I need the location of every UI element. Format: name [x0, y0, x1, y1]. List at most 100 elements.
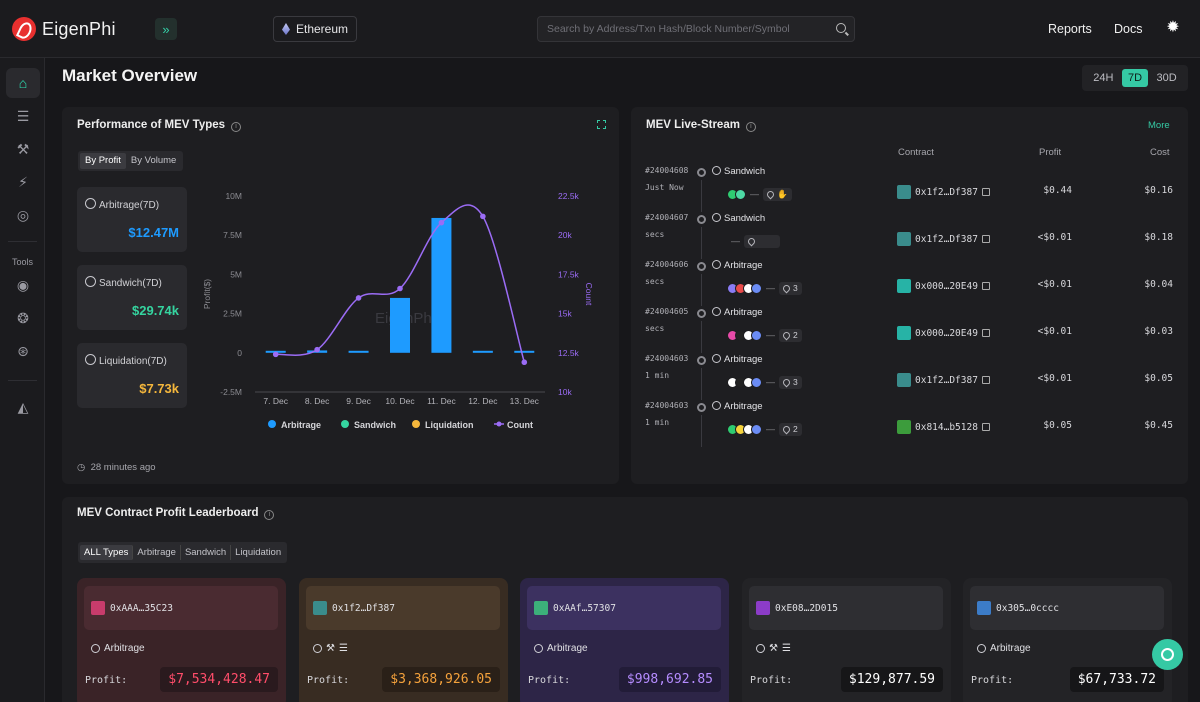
- info-icon[interactable]: i: [745, 122, 756, 132]
- contract-address[interactable]: 0x814…b5128: [897, 420, 990, 434]
- copy-icon[interactable]: [981, 329, 990, 337]
- leaderboard-card[interactable]: 0xAAA…35C23 Arbitrage Profit: $7,534,428.47: [77, 578, 286, 702]
- block-number[interactable]: #24004603: [645, 354, 689, 363]
- list-item[interactable]: #24004603 1 min Arbitrage —2 0x814…b5128 $0.0…: [645, 401, 1175, 447]
- contract-address[interactable]: 0x000…20E49: [897, 326, 990, 340]
- search-input[interactable]: [538, 17, 828, 41]
- profit-value: $0.05: [1043, 420, 1072, 431]
- nav-docs[interactable]: Docs: [1114, 22, 1143, 36]
- contract-text: 0xAAA…35C23: [110, 602, 173, 614]
- contract-address[interactable]: 0xAAf…57307: [527, 586, 721, 630]
- mev-type: Arbitrage: [534, 643, 588, 654]
- contract-text: 0x000…20E49: [915, 280, 978, 292]
- contract-address[interactable]: 0x1f2…Df387: [897, 185, 990, 199]
- tab-arbitrage[interactable]: Arbitrage: [133, 545, 181, 560]
- separator: —: [766, 330, 775, 340]
- profit-label: Profit:: [750, 675, 793, 686]
- nav-reports[interactable]: Reports: [1048, 22, 1092, 36]
- sidebar-item-liquidation[interactable]: ⚒: [6, 134, 40, 164]
- mev-type: ⚒ ☰: [756, 643, 791, 654]
- block-number[interactable]: #24004605: [645, 307, 689, 316]
- mev-type-label: Arbitrage: [724, 401, 763, 412]
- tab-by-volume[interactable]: By Volume: [130, 155, 177, 166]
- block-number[interactable]: #24004606: [645, 260, 689, 269]
- profit-label: Profit:: [85, 675, 128, 686]
- contract-address[interactable]: 0xAAA…35C23: [84, 586, 278, 630]
- list-item[interactable]: #24004605 secs Arbitrage —2 0x000…20E49 <$0.0…: [645, 307, 1175, 353]
- info-icon[interactable]: i: [264, 510, 275, 520]
- chat-button[interactable]: [1152, 639, 1183, 670]
- contract-address[interactable]: 0xE08…2D015: [749, 586, 943, 630]
- sidebar-item-home[interactable]: ⌂: [6, 68, 40, 98]
- info-icon[interactable]: i: [231, 122, 242, 132]
- leaderboard-card[interactable]: 0x305…0cccc Arbitrage Profit: $67,733.72: [963, 578, 1172, 702]
- contract-address[interactable]: 0x1f2…Df387: [306, 586, 500, 630]
- legend-marker: [341, 420, 349, 428]
- range-30d[interactable]: 30D: [1156, 72, 1177, 84]
- mev-type: Sandwich: [712, 213, 765, 224]
- contract-address[interactable]: 0x000…20E49: [897, 279, 990, 293]
- expand-sidebar-button[interactable]: »: [155, 18, 177, 40]
- sidebar-item-tool-1[interactable]: ◉: [6, 270, 40, 300]
- chain-selector[interactable]: Ethereum: [273, 16, 357, 42]
- leaderboard-card[interactable]: 0xAAf…57307 Arbitrage Profit: $998,692.85: [520, 578, 729, 702]
- list-item[interactable]: #24004606 secs Arbitrage —3 0x000…20E49 <$0.0…: [645, 260, 1175, 306]
- list-item[interactable]: #24004603 1 min Arbitrage —3 0x1f2…Df387 <$0.…: [645, 354, 1175, 400]
- tab-all-types[interactable]: ALL Types: [80, 545, 134, 560]
- leaderboard-card[interactable]: 0x1f2…Df387 ⚒ ☰ Profit: $3,368,926.05: [299, 578, 508, 702]
- copy-icon[interactable]: [981, 376, 990, 384]
- block-number[interactable]: #24004603: [645, 401, 689, 410]
- legend-label: Arbitrage: [281, 420, 321, 430]
- copy-icon[interactable]: [981, 282, 990, 290]
- sidebar: ⌂ ☰ ⚒ ⚡ ◎ Tools ◉ ❂ ⊛ ◭: [0, 58, 45, 702]
- location-icon: [781, 377, 792, 387]
- search-icon[interactable]: [836, 23, 846, 33]
- range-7d[interactable]: 7D: [1121, 69, 1149, 87]
- contract-address[interactable]: 0x1f2…Df387: [897, 232, 990, 246]
- block-number[interactable]: #24004607: [645, 213, 689, 222]
- contract-address[interactable]: 0x305…0cccc: [970, 586, 1164, 630]
- leaderboard-card[interactable]: 0xE08…2D015 ⚒ ☰ Profit: $129,877.59: [742, 578, 951, 702]
- mev-type: Sandwich: [712, 166, 765, 177]
- arbitrage-icon: [91, 644, 100, 653]
- sidebar-item-sandwich[interactable]: ☰: [6, 101, 40, 131]
- mev-type-label: Arbitrage: [724, 260, 763, 271]
- tab-by-profit[interactable]: By Profit: [80, 153, 126, 169]
- token-icon: [735, 188, 746, 200]
- y-tick-label: 2.5M: [223, 309, 242, 319]
- more-link[interactable]: More: [1148, 120, 1170, 131]
- x-tick-label: 12. Dec: [468, 396, 498, 406]
- contract-address[interactable]: 0x1f2…Df387: [897, 373, 990, 387]
- theme-toggle-icon[interactable]: ✹: [1166, 19, 1180, 36]
- block-number[interactable]: #24004608: [645, 166, 689, 175]
- sidebar-item-tool-2[interactable]: ❂: [6, 303, 40, 333]
- tab-liquidation[interactable]: Liquidation: [235, 547, 282, 558]
- list-item[interactable]: #24004608 Just Now Sandwich — ✋ 0x1f2…Df387 $0…: [645, 166, 1175, 212]
- cost-value: $0.16: [1144, 185, 1173, 196]
- fullscreen-icon[interactable]: [597, 120, 606, 129]
- separator: —: [766, 424, 775, 434]
- bar-arbitrage: [348, 350, 369, 353]
- pool-count: 3: [793, 377, 798, 387]
- timeline-line: [701, 321, 702, 353]
- copy-icon[interactable]: [981, 188, 990, 196]
- sidebar-item-flashloan[interactable]: ⚡: [6, 167, 40, 197]
- list-item[interactable]: #24004607 secs Sandwich — 0x1f2…Df387 <$0.01 $…: [645, 213, 1175, 259]
- logo[interactable]: EigenPhi: [12, 17, 116, 41]
- hammer-icon: ⚒: [16, 140, 30, 157]
- copy-icon[interactable]: [981, 423, 990, 431]
- tab-sandwich[interactable]: Sandwich: [181, 545, 232, 560]
- y-tick-label: 5M: [230, 269, 242, 279]
- copy-icon[interactable]: [981, 235, 990, 243]
- sidebar-item-tool-3[interactable]: ⊛: [6, 336, 40, 366]
- avatar: [756, 601, 770, 615]
- profit-label: Profit:: [528, 675, 571, 686]
- range-24h[interactable]: 24H: [1093, 72, 1114, 84]
- bear-icon: ❂: [17, 309, 29, 326]
- clock-icon: ◷: [77, 462, 86, 473]
- sidebar-item-tool-4[interactable]: ◭: [6, 392, 40, 422]
- token-list: —2: [727, 328, 802, 342]
- token-icon: [751, 282, 762, 294]
- legend-label: Count: [507, 420, 533, 430]
- sidebar-item-arbitrage[interactable]: ◎: [6, 200, 40, 230]
